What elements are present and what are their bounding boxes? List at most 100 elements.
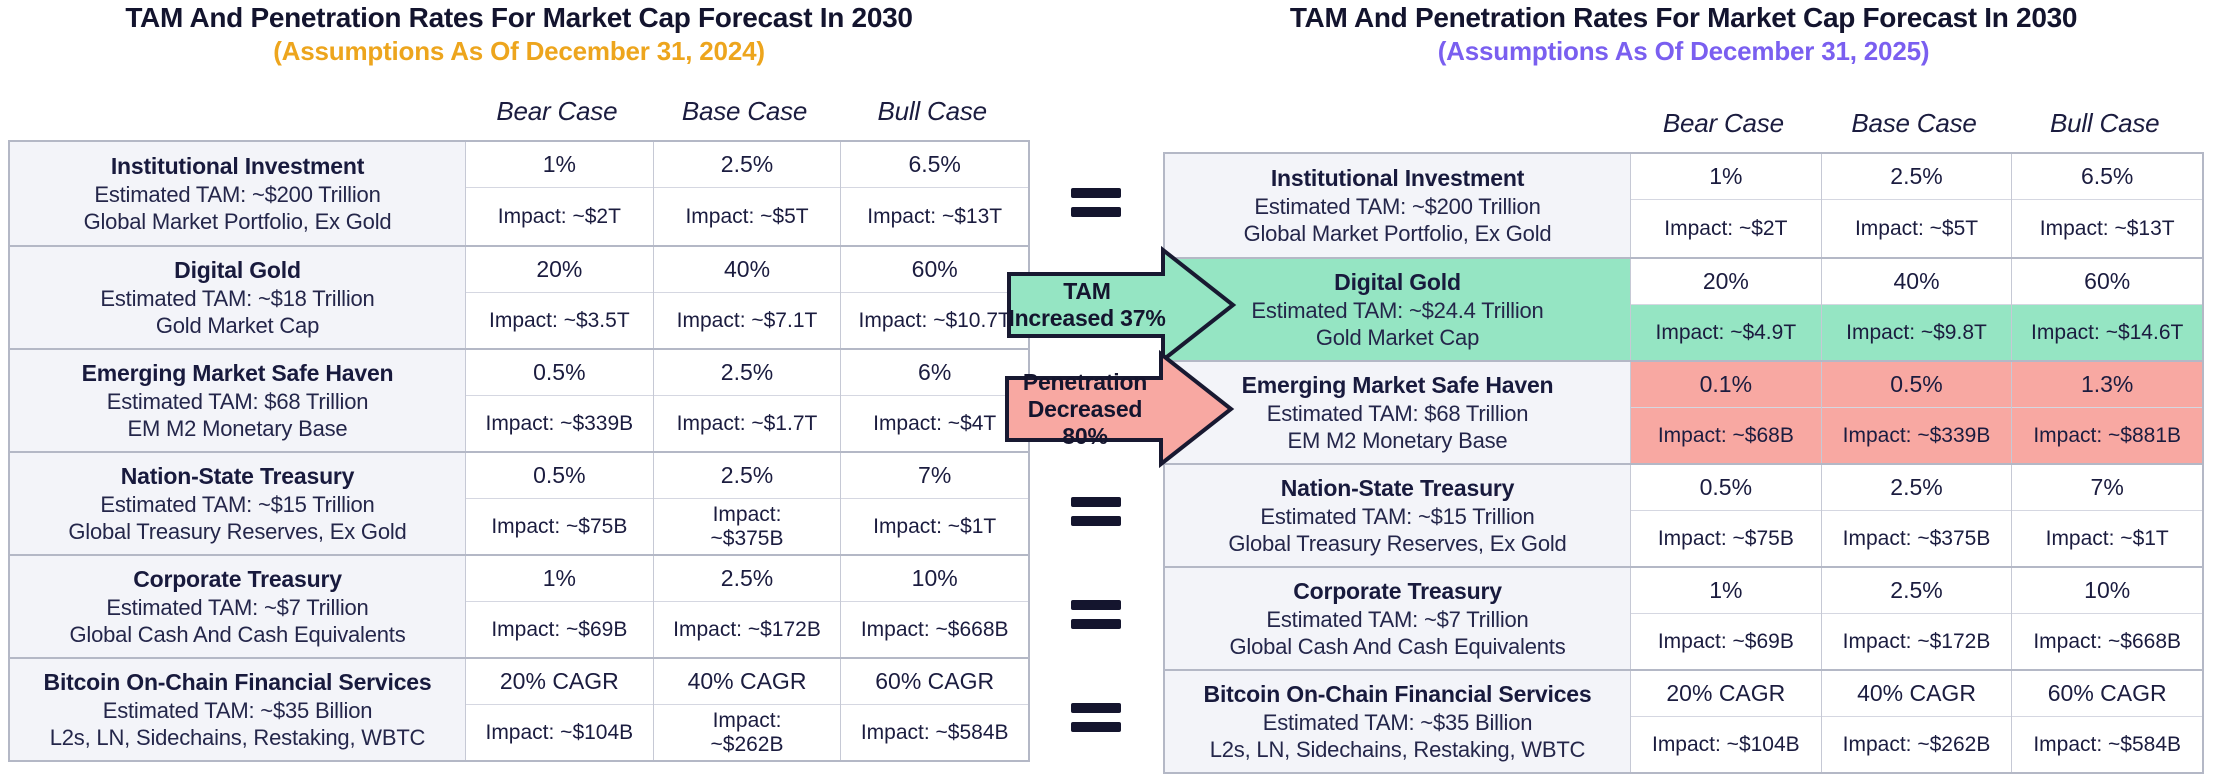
row-name: Institutional Investment [110, 153, 365, 179]
value-column-base: 40% Impact: ~$9.8T [1820, 259, 2012, 360]
value-column-bull: 10% Impact: ~$668B [2011, 568, 2203, 669]
tam-increased-arrow: TAM Increased 37% [1005, 244, 1237, 366]
impact-cell-bear: Impact: ~$4.9T [1631, 305, 1821, 360]
penetration-cell-bear: 20% CAGR [466, 659, 653, 705]
penetration-decreased-label: Penetration Decreased 80% [1022, 368, 1148, 449]
value-column-base: 2.5% Impact: ~$5T [1820, 154, 2012, 257]
panel-2025-case-headers: Bear Case Base Case Bull Case [1628, 108, 2200, 139]
impact-cell-bull: Impact: ~$881B [2012, 408, 2203, 463]
impact-cell-base: Impact: ~$9.8T [1821, 305, 2012, 360]
penetration-cell-base: 2.5% [1821, 465, 2012, 511]
penetration-cell-bear: 0.5% [466, 350, 653, 396]
row-label-cell: Emerging Market Safe Haven Estimated TAM:… [10, 350, 465, 451]
value-column-bull: 6.5% Impact: ~$13T [840, 142, 1029, 245]
impact-cell-base: Impact: ~$375B [653, 499, 841, 554]
penetration-cell-base: 2.5% [653, 350, 841, 396]
impact-cell-base: Impact: ~$375B [1821, 511, 2012, 566]
panel-2025: TAM And Penetration Rates For Market Cap… [1163, 0, 2204, 778]
value-column-bear: 1% Impact: ~$69B [465, 556, 653, 657]
row-desc: Global Cash And Cash Equivalents [1229, 634, 1566, 659]
row-label-cell: Digital Gold Estimated TAM: ~$18 Trillion… [10, 247, 465, 348]
row-tam: Estimated TAM: ~$35 Billion [102, 698, 373, 723]
row-name: Bitcoin On-Chain Financial Services [43, 669, 432, 695]
case-header-bear: Bear Case [496, 96, 618, 126]
penetration-cell-base: 2.5% [1821, 154, 2012, 200]
impact-cell-bull: Impact: ~$668B [841, 602, 1029, 657]
row-tam: Estimated TAM: $68 Trillion [106, 389, 369, 414]
case-header-bull: Bull Case [2049, 108, 2160, 138]
value-column-bear: 1% Impact: ~$69B [1630, 568, 1821, 669]
impact-cell-bull: Impact: ~$584B [841, 705, 1029, 760]
impact-cell-bear: Impact: ~$2T [1631, 200, 1821, 257]
impact-cell-base: Impact: ~$7.1T [653, 293, 841, 348]
row-desc: Global Market Portfolio, Ex Gold [83, 209, 392, 234]
penetration-cell-bull: 60% CAGR [2012, 671, 2203, 717]
table-row: Institutional Investment Estimated TAM: ~… [1165, 154, 2203, 257]
case-header-bull: Bull Case [877, 96, 987, 126]
panel-2025-title: TAM And Penetration Rates For Market Cap… [1289, 2, 2078, 33]
row-name: Nation-State Treasury [120, 463, 355, 489]
table-2024: Institutional Investment Estimated TAM: ~… [8, 140, 1030, 762]
row-name: Emerging Market Safe Haven [81, 360, 394, 386]
impact-cell-bear: Impact: ~$69B [1631, 614, 1821, 669]
penetration-cell-bear: 1% [1631, 154, 1821, 200]
impact-cell-bear: Impact: ~$339B [466, 396, 653, 451]
impact-cell-bull: Impact: ~$1T [841, 499, 1029, 554]
penetration-cell-bear: 20% CAGR [1631, 671, 1821, 717]
row-tam: Estimated TAM: ~$24.4 Trillion [1251, 298, 1544, 323]
impact-cell-bull: Impact: ~$14.6T [2012, 305, 2203, 360]
value-column-bear: 0.5% Impact: ~$339B [465, 350, 653, 451]
penetration-cell-base: 2.5% [653, 556, 841, 602]
penetration-cell-base: 40% CAGR [1821, 671, 2012, 717]
impact-cell-bull: Impact: ~$668B [2012, 614, 2203, 669]
value-column-bear: 20% CAGR Impact: ~$104B [465, 659, 653, 760]
equals-bar [1071, 188, 1121, 198]
penetration-cell-bull: 60% [2012, 259, 2203, 305]
row-label-cell: Corporate Treasury Estimated TAM: ~$7 Tri… [10, 556, 465, 657]
impact-cell-bear: Impact: ~$104B [1631, 717, 1821, 772]
row-tam: Estimated TAM: ~$200 Trillion [94, 182, 381, 207]
row-desc: Global Cash And Cash Equivalents [69, 622, 406, 647]
row-name: Nation-State Treasury [1280, 475, 1515, 501]
row-desc: EM M2 Monetary Base [127, 416, 348, 441]
table-row: Nation-State Treasury Estimated TAM: ~$15… [10, 451, 1029, 554]
penetration-cell-bull: 6.5% [2012, 154, 2203, 200]
table-row: Emerging Market Safe Haven Estimated TAM:… [1165, 360, 2203, 463]
table-row: Emerging Market Safe Haven Estimated TAM:… [10, 348, 1029, 451]
right-arrow-icon [1005, 349, 1235, 469]
impact-cell-bull: Impact: ~$1T [2012, 511, 2203, 566]
impact-cell-bear: Impact: ~$75B [1631, 511, 1821, 566]
panel-2024: TAM And Penetration Rates For Market Cap… [8, 0, 1030, 778]
value-column-bull: 60% CAGR Impact: ~$584B [840, 659, 1029, 760]
row-tam: Estimated TAM: ~$15 Trillion [1260, 504, 1535, 529]
impact-cell-bull: Impact: ~$584B [2012, 717, 2203, 772]
impact-cell-bull: Impact: ~$4T [841, 396, 1029, 451]
table-row: Nation-State Treasury Estimated TAM: ~$15… [1165, 463, 2203, 566]
value-column-bull: 60% Impact: ~$10.7T [840, 247, 1029, 348]
tam-increased-label: TAM Increased 37% [1008, 278, 1166, 331]
penetration-cell-base: 2.5% [653, 142, 841, 188]
penetration-cell-bear: 0.1% [1631, 362, 1821, 408]
equals-bar [1071, 497, 1121, 507]
row-label-cell: Corporate Treasury Estimated TAM: ~$7 Tri… [1165, 568, 1630, 669]
impact-cell-bull: Impact: ~$13T [2012, 200, 2203, 257]
row-name: Digital Gold [1334, 269, 1461, 295]
value-column-base: 2.5% Impact: ~$1.7T [652, 350, 841, 451]
case-header-base: Base Case [1851, 108, 1977, 138]
table-row: Bitcoin On-Chain Financial Services Estim… [10, 657, 1029, 760]
value-column-bull: 6% Impact: ~$4T [840, 350, 1029, 451]
table-row: Corporate Treasury Estimated TAM: ~$7 Tri… [10, 554, 1029, 657]
row-desc: L2s, LN, Sidechains, Restaking, WBTC [1209, 737, 1586, 762]
case-header-bear: Bear Case [1662, 108, 1784, 138]
penetration-cell-bear: 1% [466, 556, 653, 602]
impact-cell-bear: Impact: ~$75B [466, 499, 653, 554]
row-tam: Estimated TAM: ~$35 Billion [1262, 710, 1533, 735]
equals-icon [1071, 188, 1121, 217]
row-desc: Global Treasury Reserves, Ex Gold [68, 519, 407, 544]
equals-bar [1071, 516, 1121, 526]
row-name: Digital Gold [174, 257, 301, 283]
value-column-bear: 20% Impact: ~$4.9T [1630, 259, 1821, 360]
value-column-bear: 1% Impact: ~$2T [465, 142, 653, 245]
row-desc: Global Treasury Reserves, Ex Gold [1228, 531, 1567, 556]
